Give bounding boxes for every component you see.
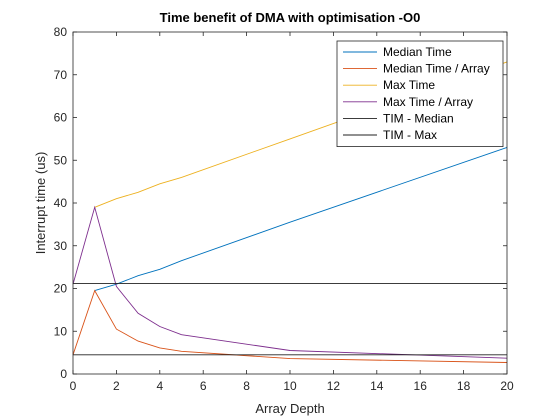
series-line-median-time: [94, 146, 508, 292]
legend-label-max-time: Max Time: [383, 78, 435, 92]
legend: Median Time Median Time / Array Max Time Ma…: [336, 40, 504, 147]
x-axis-label: Array Depth: [255, 401, 324, 416]
legend-box: [336, 40, 504, 147]
axis-ticks: 0 2 4 6 8 10 12 14 16 18 20 0 10 20 30 40 50 60 70 80: [54, 25, 514, 393]
x-tick-label: 14: [370, 379, 384, 393]
legend-label-max-time-array: Max Time / Array: [383, 95, 473, 109]
y-tick-label: 40: [54, 196, 68, 210]
y-tick-label: 0: [60, 367, 67, 381]
y-tick-label: 80: [54, 25, 68, 39]
x-tick-label: 4: [156, 379, 163, 393]
legend-label-median-time: Median Time: [383, 45, 452, 59]
x-tick-label: 10: [283, 379, 297, 393]
y-tick-label: 10: [54, 324, 68, 338]
x-tick-label: 0: [70, 379, 77, 393]
y-tick-label: 30: [54, 239, 68, 253]
x-tick-label: 6: [200, 379, 207, 393]
legend-label-median-time-array: Median Time / Array: [383, 62, 490, 76]
y-tick-label: 20: [54, 282, 68, 296]
x-tick-label: 18: [457, 379, 471, 393]
series-line-max-time: [94, 61, 508, 208]
x-tick-label: 16: [414, 379, 428, 393]
y-tick-label: 70: [54, 68, 68, 82]
y-tick-label: 50: [54, 153, 68, 167]
x-tick-label: 8: [243, 379, 250, 393]
chart-title: Time benefit of DMA with optimisation -O…: [160, 10, 421, 25]
legend-label-tim-median: TIM - Median: [383, 111, 454, 125]
legend-label-tim-max: TIM - Max: [383, 128, 437, 142]
x-tick-label: 2: [113, 379, 120, 393]
y-tick-label: 60: [54, 111, 68, 125]
series-layer: [72, 61, 508, 363]
x-tick-label: 20: [500, 379, 514, 393]
y-axis-label: Interrupt time (us): [33, 152, 48, 255]
x-tick-label: 12: [327, 379, 341, 393]
series-line-max-time-array: [72, 205, 508, 359]
series-line-median-time-array: [72, 289, 508, 363]
